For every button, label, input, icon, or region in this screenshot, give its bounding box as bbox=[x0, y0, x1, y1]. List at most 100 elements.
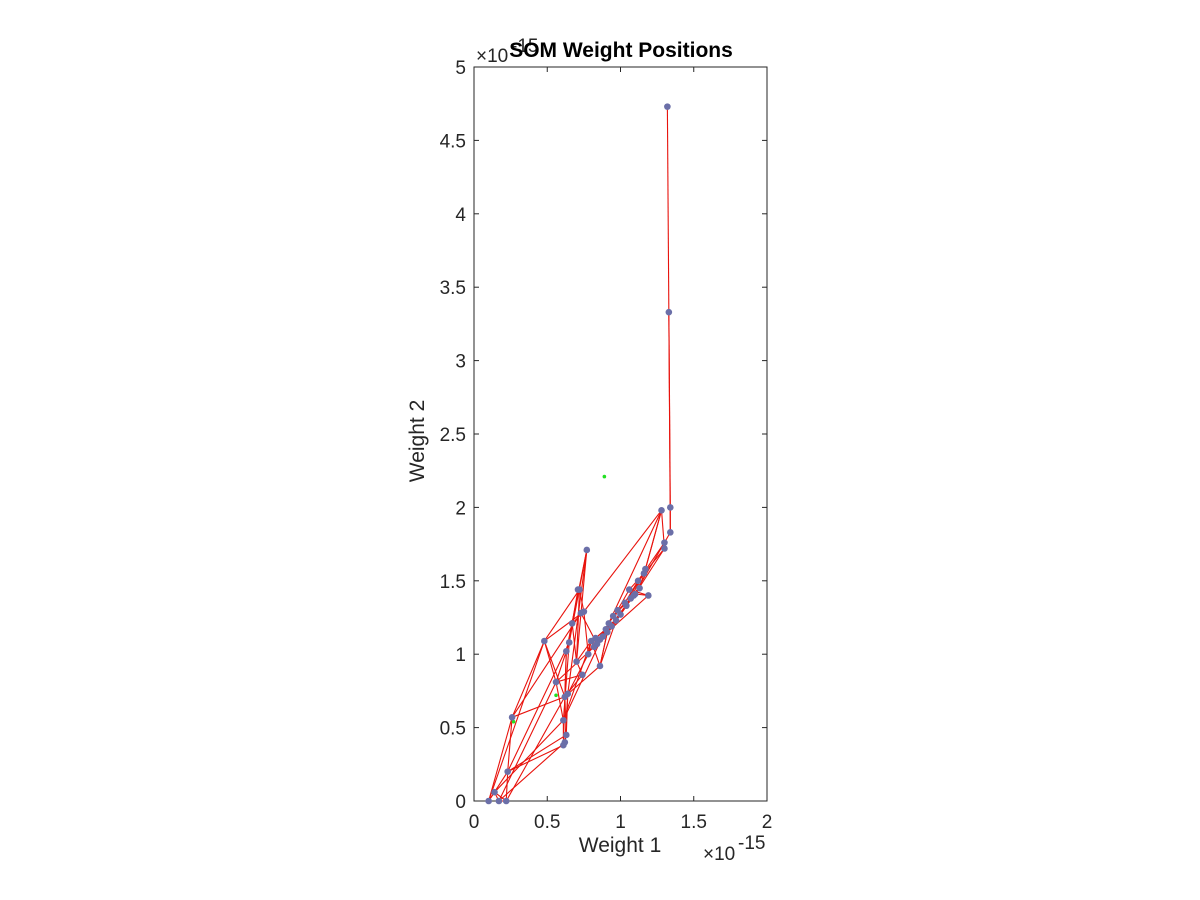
neuron-point bbox=[658, 507, 665, 514]
som-link bbox=[543, 611, 585, 642]
neuron-point bbox=[577, 609, 585, 617]
som-link bbox=[507, 734, 567, 773]
neuron-point bbox=[640, 570, 648, 577]
neuron-point bbox=[630, 592, 637, 599]
som-link bbox=[507, 717, 513, 772]
som-link bbox=[498, 741, 566, 802]
input-point bbox=[511, 719, 516, 724]
som-link bbox=[565, 549, 588, 652]
x-axis-ticks: 0 0.5 1 1.5 2 bbox=[469, 67, 773, 833]
y-tick-label: 1.5 bbox=[440, 572, 466, 593]
som-link bbox=[576, 549, 588, 662]
neuron-point bbox=[634, 577, 642, 585]
axes-box bbox=[473, 66, 768, 802]
chart-title: SOM Weight Positions bbox=[509, 39, 733, 62]
som-link bbox=[555, 674, 583, 683]
som-link bbox=[576, 640, 592, 662]
neuron-point bbox=[590, 643, 598, 651]
neuron-point bbox=[508, 714, 516, 721]
y-tick-label: 2.5 bbox=[440, 425, 466, 446]
input-point bbox=[602, 474, 607, 479]
neuron-point bbox=[564, 690, 572, 698]
neuron-point bbox=[636, 584, 643, 592]
neuron-point bbox=[485, 797, 492, 805]
x-axis-label: Weight 1 bbox=[579, 834, 662, 857]
neuron-point bbox=[574, 586, 582, 593]
neuron-point bbox=[661, 545, 668, 552]
y-axis-exponent-power: -15 bbox=[511, 36, 538, 57]
y-tick-label: 3.5 bbox=[440, 278, 466, 299]
neuron-point bbox=[625, 586, 633, 593]
neuron-point bbox=[645, 592, 652, 599]
neuron-point bbox=[605, 620, 613, 627]
neuron-point bbox=[562, 731, 570, 739]
neuron-point bbox=[665, 308, 673, 316]
neuron-point bbox=[560, 716, 567, 724]
som-link bbox=[576, 589, 581, 662]
x-tick-label: 0 bbox=[469, 812, 480, 833]
som-link bbox=[511, 612, 582, 718]
input-point bbox=[554, 693, 558, 698]
neuron-points bbox=[485, 103, 674, 805]
som-link bbox=[488, 717, 513, 802]
y-tick-label: 4.5 bbox=[440, 131, 466, 152]
som-link bbox=[488, 771, 509, 802]
som-link bbox=[562, 642, 570, 721]
y-tick-label: 5 bbox=[455, 58, 466, 79]
neuron-point bbox=[562, 647, 570, 655]
neuron-point bbox=[502, 797, 510, 805]
y-tick-label: 1 bbox=[455, 645, 466, 666]
x-tick-label: 2 bbox=[762, 812, 773, 833]
neuron-point bbox=[584, 650, 592, 658]
neuron-point bbox=[504, 768, 511, 775]
som-link bbox=[494, 719, 564, 793]
som-link bbox=[629, 589, 649, 597]
som-link bbox=[583, 611, 589, 655]
neuron-point bbox=[579, 671, 586, 679]
neuron-point bbox=[583, 546, 591, 554]
neuron-point bbox=[495, 797, 503, 805]
y-tick-label: 2 bbox=[455, 498, 466, 519]
y-axis-label: Weight 2 bbox=[406, 400, 429, 483]
som-link bbox=[505, 771, 509, 802]
neuron-point bbox=[592, 634, 599, 642]
som-link bbox=[488, 640, 545, 802]
neuron-point bbox=[667, 504, 674, 511]
y-tick-label: 3 bbox=[455, 352, 466, 373]
som-link bbox=[668, 312, 671, 533]
neuron-point bbox=[596, 662, 604, 670]
x-tick-label: 1.5 bbox=[681, 812, 707, 833]
neuron-point bbox=[609, 612, 617, 620]
y-tick-label: 4 bbox=[455, 205, 466, 226]
y-tick-label: 0 bbox=[455, 792, 466, 813]
y-axis-ticks: 0 0.5 1 1.5 2 2.5 3 3.5 4 4.5 5 bbox=[440, 58, 767, 813]
neuron-point bbox=[602, 625, 610, 633]
som-link bbox=[507, 642, 570, 772]
som-link bbox=[567, 653, 589, 695]
som-link bbox=[511, 640, 545, 718]
neuron-point bbox=[565, 639, 573, 646]
neuron-point bbox=[661, 539, 668, 546]
input-points bbox=[511, 474, 607, 724]
som-link bbox=[543, 589, 580, 642]
neuron-point bbox=[560, 741, 567, 749]
som-link bbox=[555, 651, 567, 683]
som-link bbox=[564, 665, 601, 698]
som-link bbox=[498, 681, 557, 802]
neuron-point bbox=[541, 637, 548, 645]
x-axis-exponent-base: ×10 bbox=[703, 844, 735, 865]
neuron-point bbox=[621, 599, 629, 607]
neuron-point bbox=[573, 658, 580, 665]
som-link bbox=[507, 744, 564, 773]
som-link bbox=[599, 632, 608, 667]
som-link bbox=[583, 510, 662, 612]
som-link bbox=[543, 640, 566, 697]
y-tick-label: 0.5 bbox=[440, 719, 466, 740]
som-link bbox=[567, 549, 588, 694]
neuron-point bbox=[568, 620, 576, 627]
x-axis-exponent-power: -15 bbox=[738, 833, 765, 854]
som-link bbox=[555, 681, 564, 721]
x-tick-label: 1 bbox=[615, 812, 626, 833]
neuron-point bbox=[614, 606, 621, 614]
